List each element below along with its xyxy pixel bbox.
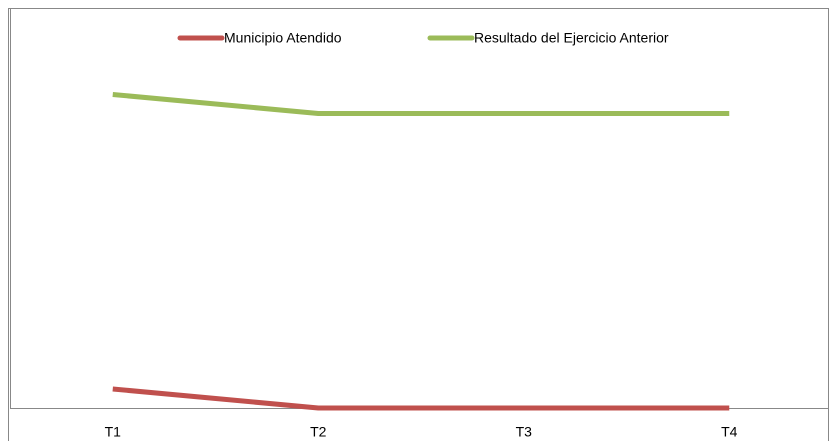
series-line <box>112 386 730 411</box>
x-tick-label: T4 <box>721 424 738 440</box>
x-tick-label: T3 <box>516 424 533 440</box>
legend-label: Resultado del Ejercicio Anterior <box>474 30 669 46</box>
x-tick-label: T2 <box>310 424 327 440</box>
chart-frame <box>8 8 829 441</box>
x-tick-label: T1 <box>105 424 122 440</box>
legend-label: Municipio Atendido <box>224 30 342 46</box>
series-line <box>112 92 730 116</box>
